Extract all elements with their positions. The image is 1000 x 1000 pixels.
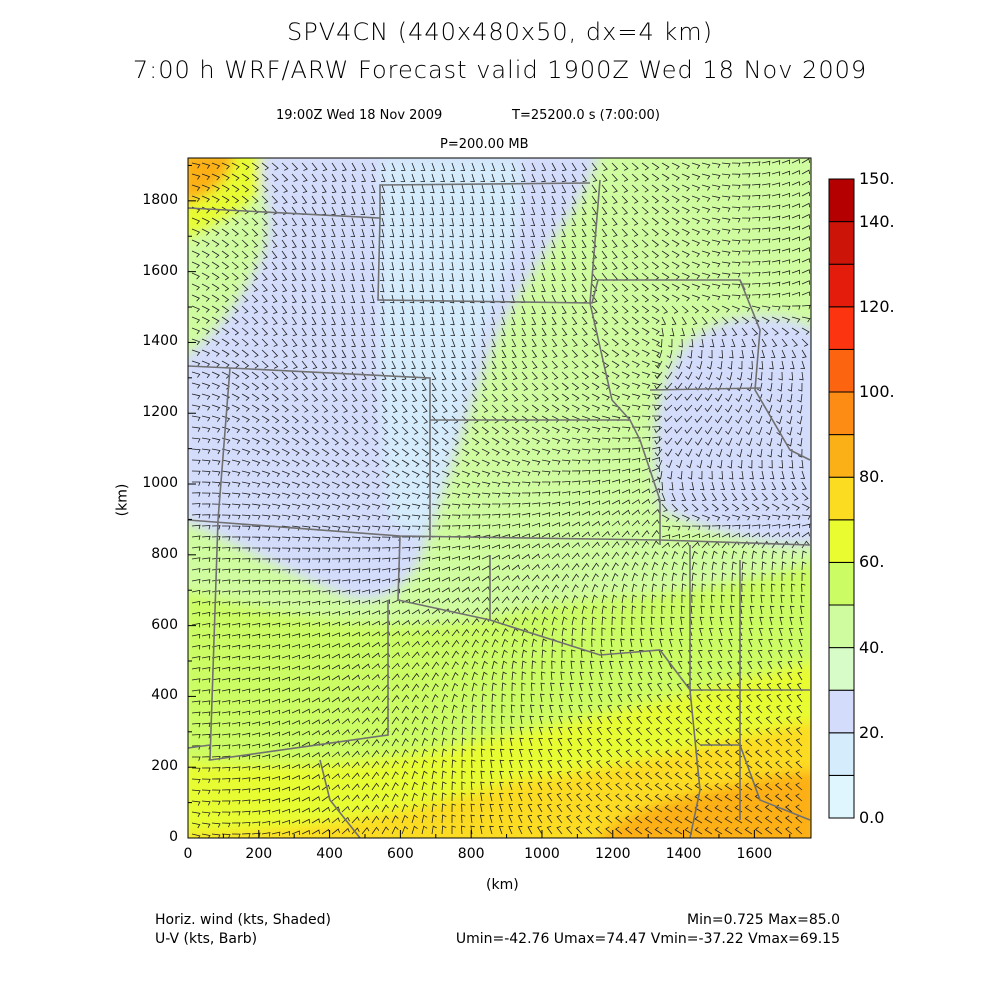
colorbar-label: 100.	[859, 382, 895, 401]
x-tick-label: 1200	[594, 846, 631, 862]
x-tick-label: 1000	[524, 846, 560, 862]
x-tick-label: 1600	[736, 846, 773, 862]
colorbar-bin	[828, 391, 855, 436]
y-tick-label: 200	[151, 758, 178, 775]
colorbar-bin	[828, 604, 855, 649]
colorbar-label: 60.	[859, 552, 885, 572]
y-tick-label: 1400	[142, 333, 178, 350]
x-tick-label: 200	[245, 846, 273, 862]
barb-field-label: U-V (kts, Barb)	[155, 931, 258, 947]
y-tick-label: 0	[169, 829, 178, 845]
colorbar-bin	[828, 519, 855, 563]
plot-frame	[187, 157, 812, 839]
colorbar-label: 120.	[859, 296, 895, 316]
wind-speed-shading	[188, 158, 811, 838]
x-tick-label: 800	[457, 846, 485, 862]
colorbar-label: 150.	[859, 169, 895, 188]
x-tick-label: 600	[387, 846, 414, 862]
y-tick-label: 1200	[142, 404, 178, 421]
y-tick-label: 1800	[142, 191, 178, 208]
colorbar-label: 80.	[859, 467, 885, 487]
y-axis-label: (km)	[114, 483, 131, 517]
valid-time: 19:00Z Wed 18 Nov 2009	[276, 108, 443, 123]
shaded-field-label: Horiz. wind (kts, Shaded)	[155, 912, 331, 928]
x-tick-label: 0	[183, 846, 193, 862]
colorbar-label: 140.	[859, 211, 895, 231]
model-time: T=25200.0 s (7:00:00)	[512, 108, 660, 123]
uv-stats: Umin=-42.76 Umax=74.47 Vmin=-37.22 Vmax=…	[455, 931, 840, 947]
colorbar-bin	[828, 732, 855, 776]
y-tick-label: 400	[151, 687, 178, 704]
colorbar-bin	[828, 221, 855, 265]
colorbar-bin	[828, 647, 855, 691]
colorbar-label: 20.	[859, 722, 885, 742]
axis-ticks	[187, 164, 791, 839]
colorbar-bin	[828, 178, 855, 223]
colorbar-bin	[828, 561, 855, 606]
min-max-stats: Min=0.725 Max=85.0	[687, 912, 840, 928]
colorbar-bin	[828, 306, 855, 350]
colorbar-bin	[828, 348, 855, 393]
colorbar	[828, 178, 855, 819]
colorbar-bin	[828, 434, 855, 478]
plot-title: SPV4CN (440x480x50, dx=4 km)	[286, 18, 713, 46]
pressure-level: P=200.00 MB	[440, 137, 529, 152]
colorbar-bin	[828, 689, 855, 734]
colorbar-bin	[828, 263, 855, 308]
x-tick-label: 1400	[665, 846, 702, 862]
x-axis-label: (km)	[486, 877, 519, 893]
x-tick-label: 400	[316, 846, 343, 862]
colorbar-bin	[828, 476, 855, 521]
state-boundaries	[188, 179, 811, 838]
y-tick-label: 1000	[142, 475, 178, 492]
colorbar-label: 0.0	[859, 808, 885, 827]
colorbar-bin	[828, 774, 855, 819]
y-tick-label: 1600	[142, 262, 178, 279]
plot-subtitle: 7:00 h WRF/ARW Forecast valid 1900Z Wed …	[132, 56, 868, 84]
y-tick-label: 600	[151, 616, 178, 633]
y-tick-label: 800	[151, 545, 178, 562]
colorbar-label: 40.	[859, 637, 885, 657]
